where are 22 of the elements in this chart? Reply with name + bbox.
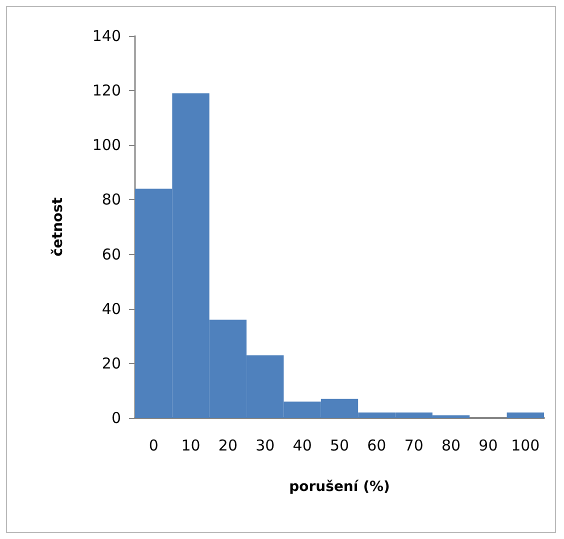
x-tick-label: 80	[442, 436, 461, 454]
y-tick-label: 20	[102, 354, 121, 372]
x-tick-label: 0	[148, 436, 158, 454]
y-tick-label: 100	[92, 136, 121, 154]
y-tick-label: 140	[92, 27, 121, 45]
y-axis-title: četnost	[50, 197, 66, 257]
bar	[506, 412, 544, 418]
y-tick-label: 0	[111, 409, 121, 427]
x-tick-label: 50	[330, 436, 350, 454]
x-tick-label: 60	[367, 436, 386, 454]
x-axis-title: porušení (%)	[289, 479, 390, 495]
x-tick-label: 10	[181, 436, 200, 454]
x-tick-label: 100	[511, 436, 540, 454]
x-tick-label: 40	[292, 436, 312, 454]
y-tick-label: 80	[102, 190, 121, 209]
x-tick-label: 90	[478, 436, 498, 454]
x-tick-label: 30	[256, 436, 275, 454]
y-tick-label: 40	[102, 300, 121, 318]
y-tick-label: 120	[92, 82, 121, 100]
y-tick-label: 60	[102, 245, 121, 264]
x-tick-label: 70	[404, 436, 424, 454]
x-tick-label: 20	[218, 436, 238, 454]
